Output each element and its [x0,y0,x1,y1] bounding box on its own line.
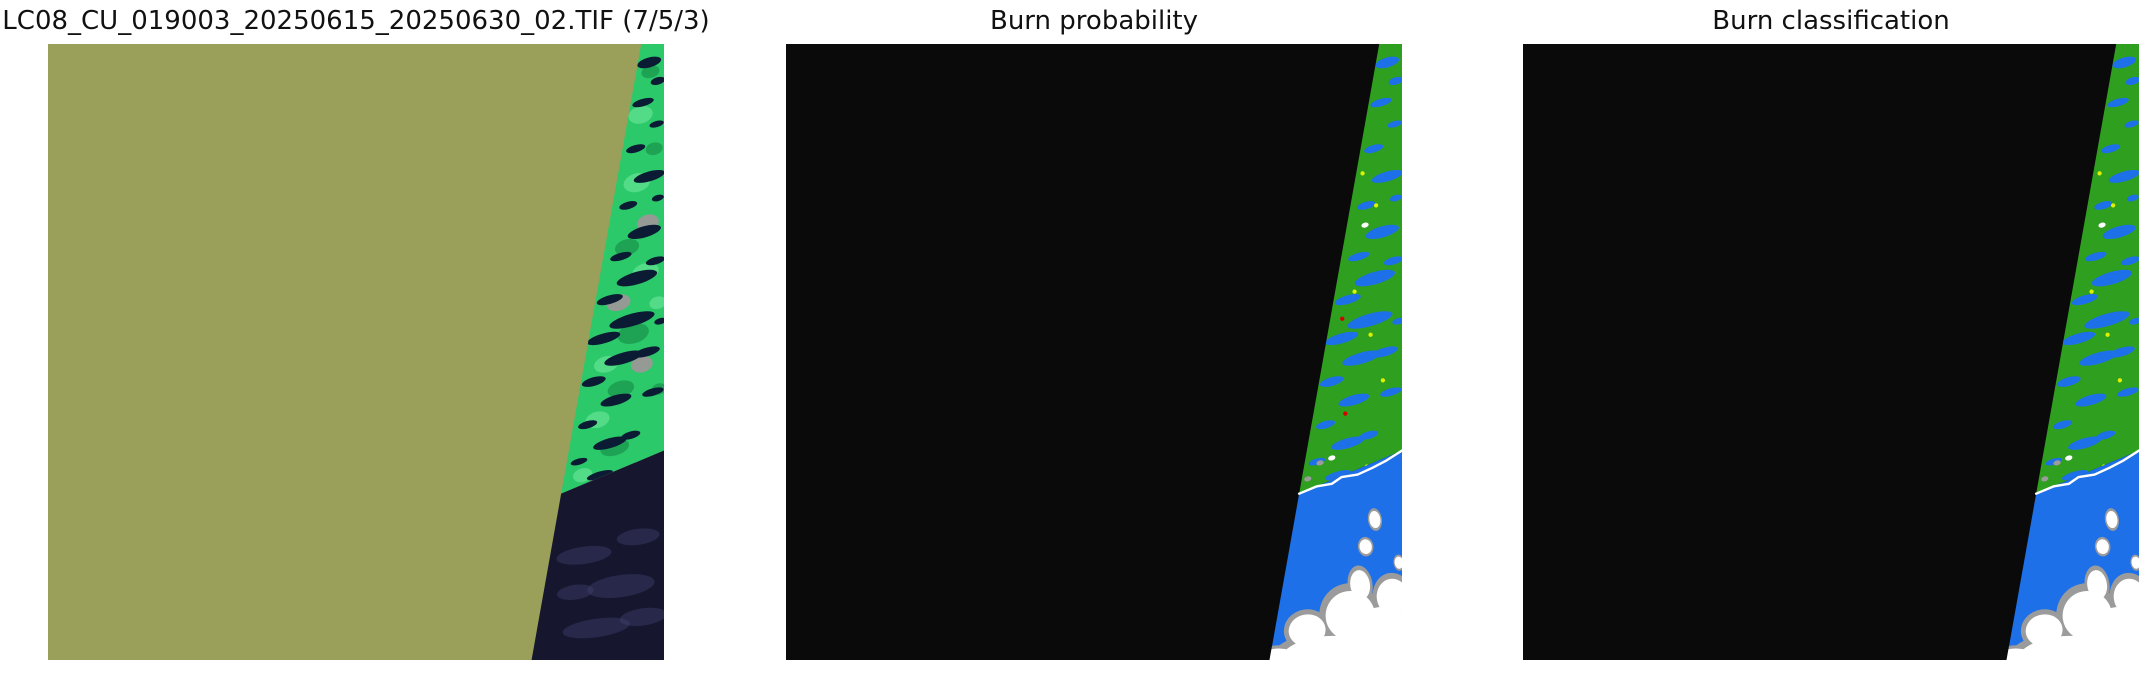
burn-probability-panel [786,44,1402,660]
burn-classification-panel [1523,44,2139,660]
panel-title-burn-classification: Burn classification [1712,6,1950,36]
panel-title-satellite: LC08_CU_019003_20250615_20250630_02.TIF … [2,6,710,36]
panel-title-burn-probability: Burn probability [989,6,1199,36]
satellite-image-panel [48,44,664,660]
